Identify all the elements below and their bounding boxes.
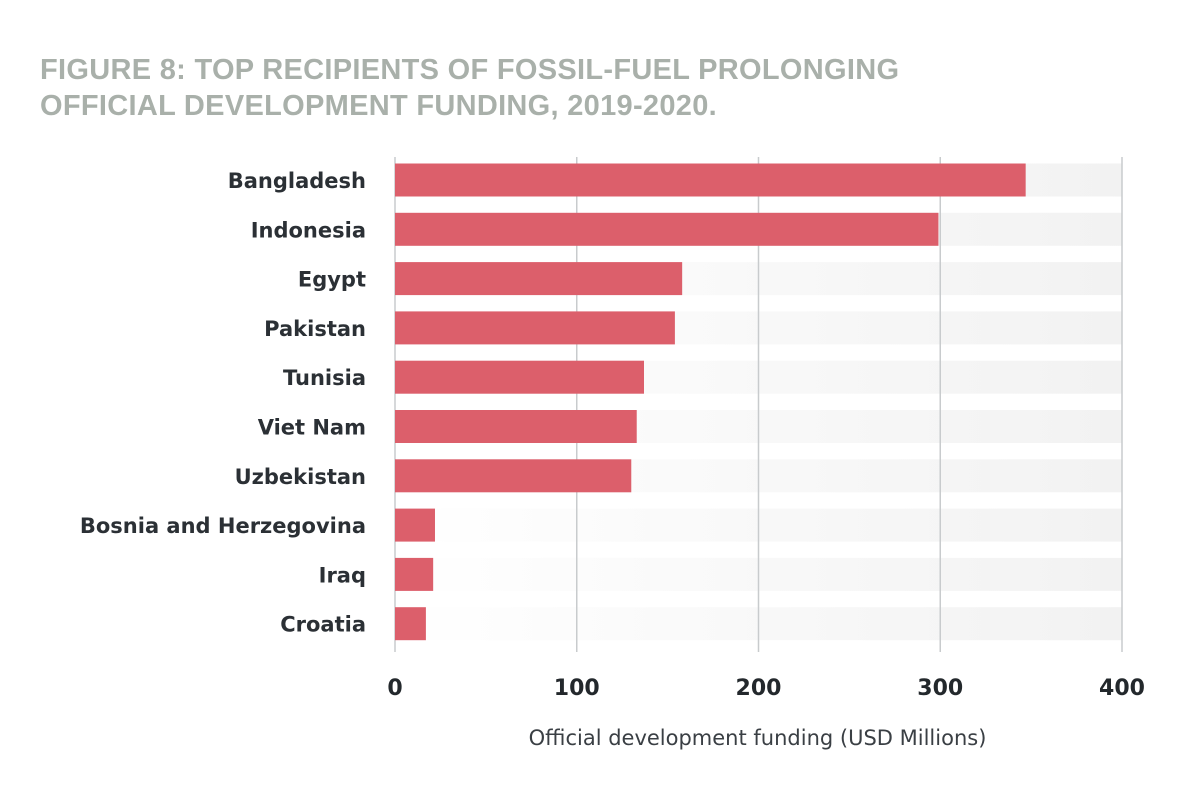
x-tick-labels: 0 100 200 300 400	[387, 676, 1145, 701]
x-tick-label: 200	[736, 676, 782, 701]
bar	[395, 508, 435, 542]
bar	[395, 557, 434, 591]
category-label: Bosnia and Herzegovina	[80, 514, 366, 538]
category-label: Uzbekistan	[235, 465, 366, 489]
category-label: Iraq	[319, 563, 366, 587]
bars	[395, 163, 1026, 641]
x-tick-label: 300	[917, 676, 963, 701]
bar	[395, 262, 683, 296]
category-label: Tunisia	[283, 366, 366, 390]
bar	[395, 311, 675, 345]
bar	[395, 360, 644, 394]
category-label: Egypt	[298, 268, 366, 292]
bar	[395, 163, 1026, 197]
bar	[395, 410, 637, 443]
x-tick-label: 0	[387, 676, 402, 701]
category-label: Croatia	[280, 613, 366, 637]
chart-title-line-2: OFFICIAL DEVELOPMENT FUNDING, 2019-2020.	[40, 90, 717, 122]
category-label: Pakistan	[264, 317, 366, 341]
category-label: Bangladesh	[228, 169, 366, 193]
chart-title: FIGURE 8: TOP RECIPIENTS OF FOSSIL-FUEL …	[40, 52, 940, 124]
x-tick-label: 100	[554, 676, 600, 701]
x-tick-label: 400	[1099, 676, 1145, 701]
chart-title-line-1: FIGURE 8: TOP RECIPIENTS OF FOSSIL-FUEL …	[40, 54, 900, 86]
bar	[395, 212, 939, 246]
category-labels: Bangladesh Indonesia Egypt Pakistan Tunisia V…	[80, 169, 366, 637]
bar	[395, 459, 632, 493]
category-label: Viet Nam	[258, 416, 366, 440]
category-label: Indonesia	[251, 218, 366, 242]
x-axis-label: Official development funding (USD Millio…	[529, 726, 987, 750]
bar	[395, 607, 426, 641]
